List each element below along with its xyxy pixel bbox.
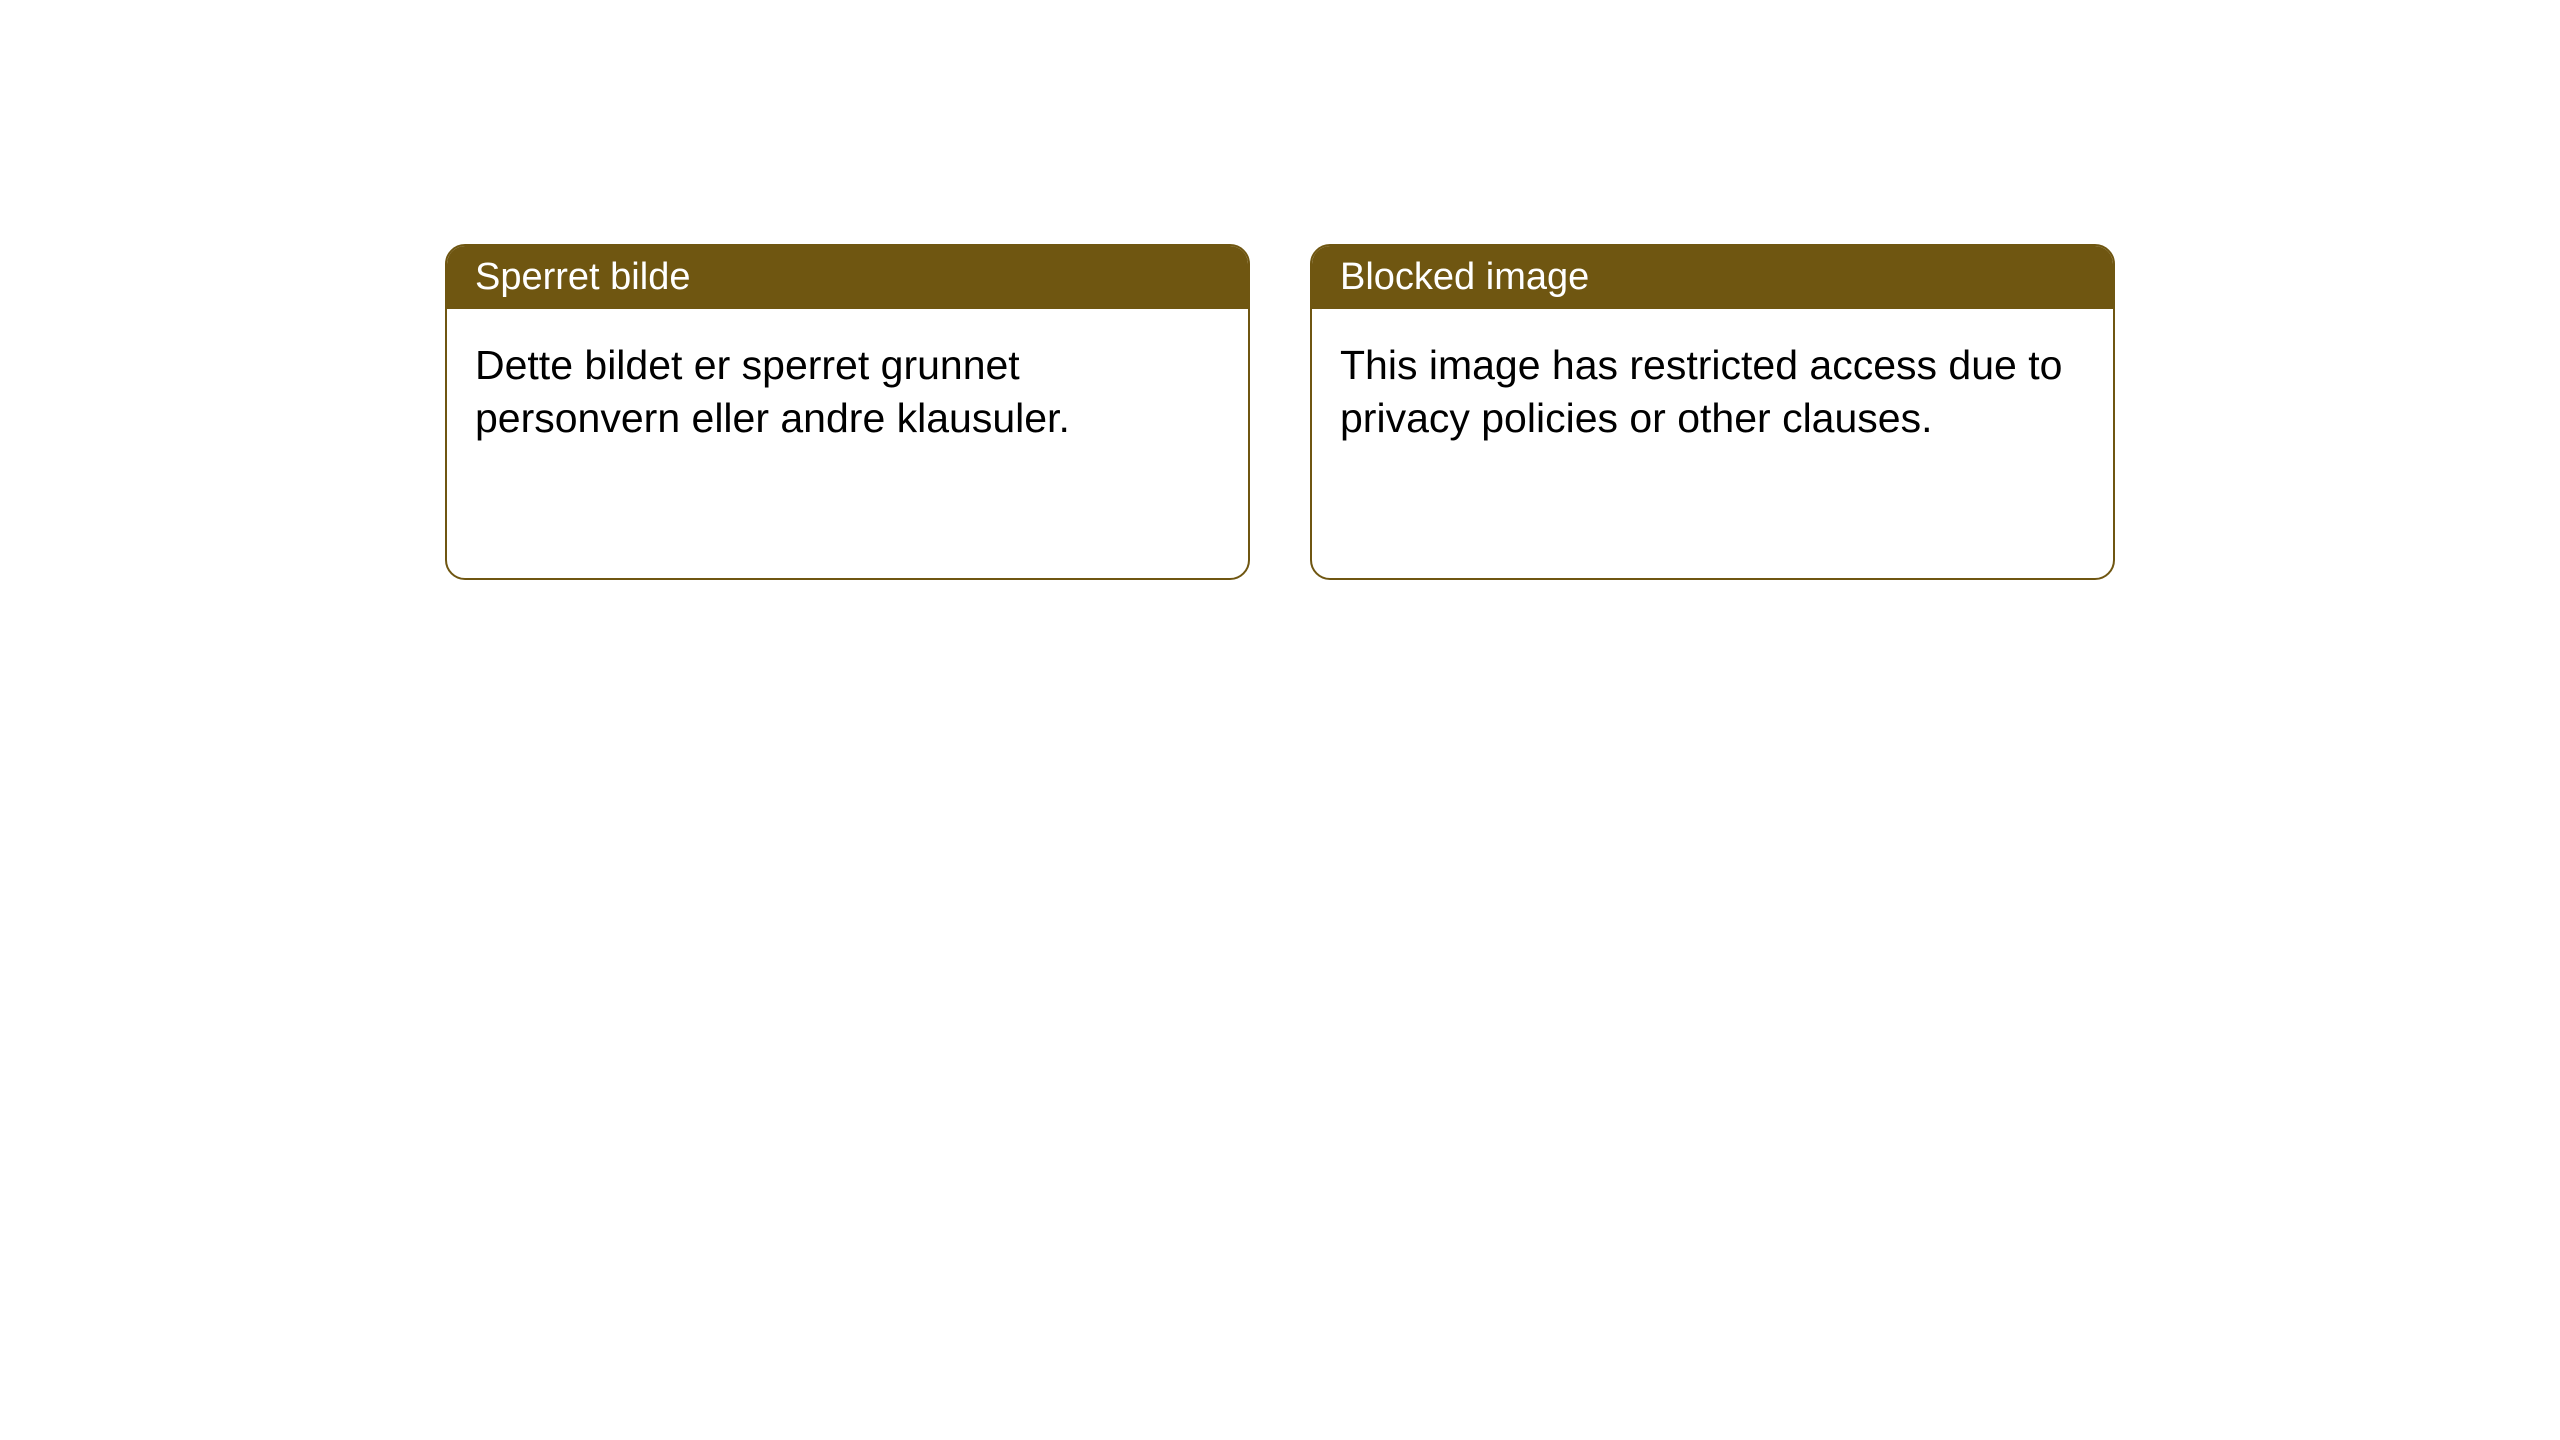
card-body-text: This image has restricted access due to … bbox=[1340, 342, 2062, 441]
card-title: Sperret bilde bbox=[475, 256, 690, 298]
card-english: Blocked image This image has restricted … bbox=[1310, 244, 2115, 580]
card-title: Blocked image bbox=[1340, 256, 1589, 298]
cards-container: Sperret bilde Dette bildet er sperret gr… bbox=[445, 244, 2560, 580]
card-body-text: Dette bildet er sperret grunnet personve… bbox=[475, 342, 1070, 441]
card-header: Sperret bilde bbox=[447, 246, 1248, 309]
card-body: This image has restricted access due to … bbox=[1312, 309, 2113, 476]
card-body: Dette bildet er sperret grunnet personve… bbox=[447, 309, 1248, 476]
card-norwegian: Sperret bilde Dette bildet er sperret gr… bbox=[445, 244, 1250, 580]
card-header: Blocked image bbox=[1312, 246, 2113, 309]
